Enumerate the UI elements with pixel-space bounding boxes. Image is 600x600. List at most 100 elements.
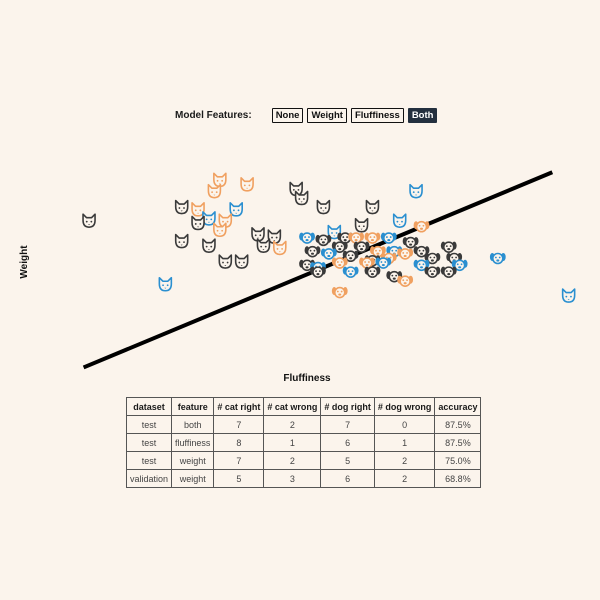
cat-point-icon xyxy=(174,233,189,249)
model-features-label: Model Features: xyxy=(175,110,252,121)
cat-point-icon xyxy=(158,276,173,292)
table-header-cell: accuracy xyxy=(434,397,482,416)
table-cell: 3 xyxy=(263,469,322,488)
table-cell: validation xyxy=(125,469,173,488)
table-cell: weight xyxy=(171,451,215,470)
dog-point-icon xyxy=(299,232,315,244)
dog-point-icon xyxy=(402,236,419,249)
dog-point-icon xyxy=(331,241,348,253)
table-row: test both 7 2 7 0 87.5% xyxy=(125,415,482,434)
table-header-cell: # dog wrong xyxy=(373,397,436,416)
dog-point-icon xyxy=(364,232,381,244)
cat-point-icon xyxy=(207,183,222,199)
cat-point-icon xyxy=(365,199,380,215)
table-cell: 2 xyxy=(373,451,436,470)
table-cell: 68.8% xyxy=(434,469,482,488)
dog-point-icon xyxy=(440,266,457,278)
feature-button-weight[interactable]: Weight xyxy=(307,108,347,123)
dog-point-icon xyxy=(413,220,430,233)
table-header-row: dataset feature # cat right # cat wrong # do… xyxy=(125,397,482,416)
cat-point-icon xyxy=(354,217,369,233)
dog-point-icon xyxy=(331,257,348,269)
table-header-cell: dataset xyxy=(125,397,173,416)
dog-point-icon xyxy=(364,266,381,278)
results-table: dataset feature # cat right # cat wrong # do… xyxy=(125,397,482,488)
table-cell: 7 xyxy=(320,415,375,434)
table-cell: 1 xyxy=(373,433,436,452)
dog-point-icon xyxy=(353,241,370,253)
table-cell: 87.5% xyxy=(434,415,482,434)
dog-point-icon xyxy=(440,241,457,253)
dog-point-icon xyxy=(397,248,414,260)
dog-point-icon xyxy=(342,250,359,263)
cat-point-icon xyxy=(218,254,233,269)
dog-point-icon xyxy=(359,257,375,269)
cat-point-icon xyxy=(218,213,233,228)
dog-point-icon xyxy=(413,245,430,258)
dog-point-icon xyxy=(310,266,326,278)
table-header-cell: feature xyxy=(171,397,215,416)
table-header-cell: # dog right xyxy=(320,397,375,416)
table-row: validation weight 5 3 6 2 68.8% xyxy=(125,469,482,488)
cat-point-icon xyxy=(561,288,576,303)
cat-point-icon xyxy=(191,202,205,217)
table-cell: 6 xyxy=(320,469,375,488)
cat-point-icon xyxy=(409,183,423,199)
cat-point-icon xyxy=(82,213,96,228)
cat-point-icon xyxy=(191,215,205,231)
y-axis-label: Weight xyxy=(19,245,30,279)
table-cell: test xyxy=(125,415,173,434)
table-cell: 5 xyxy=(320,451,375,470)
table-row: test fluffiness 8 1 6 1 87.5% xyxy=(125,433,482,452)
table-cell: 75.0% xyxy=(434,451,482,470)
table-cell: 8 xyxy=(213,433,265,452)
table-body: test both 7 2 7 0 87.5% test fluffiness 8 1 6 1 87.5%… xyxy=(125,415,482,488)
cat-point-icon xyxy=(251,227,265,242)
cat-point-icon xyxy=(272,240,287,256)
table-header-cell: # cat right xyxy=(213,397,265,416)
table-header-cell: # cat wrong xyxy=(263,397,322,416)
dog-point-icon xyxy=(370,245,386,258)
cat-point-icon xyxy=(392,213,407,228)
dog-point-icon xyxy=(320,248,337,260)
table-cell: both xyxy=(171,415,215,434)
table-cell: 2 xyxy=(263,451,322,470)
cat-point-icon xyxy=(234,254,249,269)
feature-button-fluffiness[interactable]: Fluffiness xyxy=(350,108,404,123)
cat-point-icon xyxy=(174,199,189,215)
cat-point-icon xyxy=(202,238,216,253)
dog-point-icon xyxy=(451,259,468,272)
dog-point-icon xyxy=(304,245,321,258)
feature-button-none[interactable]: None xyxy=(271,108,304,123)
dog-point-icon xyxy=(489,252,506,265)
table-cell: 2 xyxy=(373,469,436,488)
dog-point-icon xyxy=(424,266,441,278)
cat-point-icon xyxy=(240,177,254,192)
table-cell: fluffiness xyxy=(171,433,215,452)
cat-point-icon xyxy=(229,202,243,217)
table-cell: test xyxy=(125,451,173,470)
cat-point-icon xyxy=(213,222,227,238)
dog-point-icon xyxy=(424,252,441,265)
dog-point-icon xyxy=(380,232,397,244)
cat-point-icon xyxy=(256,238,271,253)
table-cell: test xyxy=(125,433,173,452)
dog-point-icon xyxy=(375,257,392,269)
table-row: test weight 7 2 5 2 75.0% xyxy=(125,451,482,470)
dog-point-icon xyxy=(342,266,359,278)
table-cell: 0 xyxy=(373,415,436,434)
cat-point-icon xyxy=(316,199,331,215)
table-cell: 5 xyxy=(213,469,265,488)
table-cell: 6 xyxy=(320,433,375,452)
table-cell: 87.5% xyxy=(434,433,482,452)
feature-button-both[interactable]: Both xyxy=(407,108,438,123)
dog-point-icon xyxy=(315,234,332,247)
dog-point-icon xyxy=(397,275,414,288)
x-axis-label: Fluffiness xyxy=(283,373,331,384)
dog-point-icon xyxy=(331,286,348,299)
model-features-controls: Model Features: None Weight Fluffiness B… xyxy=(175,108,441,123)
dog-point-icon xyxy=(413,259,430,272)
table-cell: weight xyxy=(171,469,215,488)
table-cell: 2 xyxy=(263,415,322,434)
